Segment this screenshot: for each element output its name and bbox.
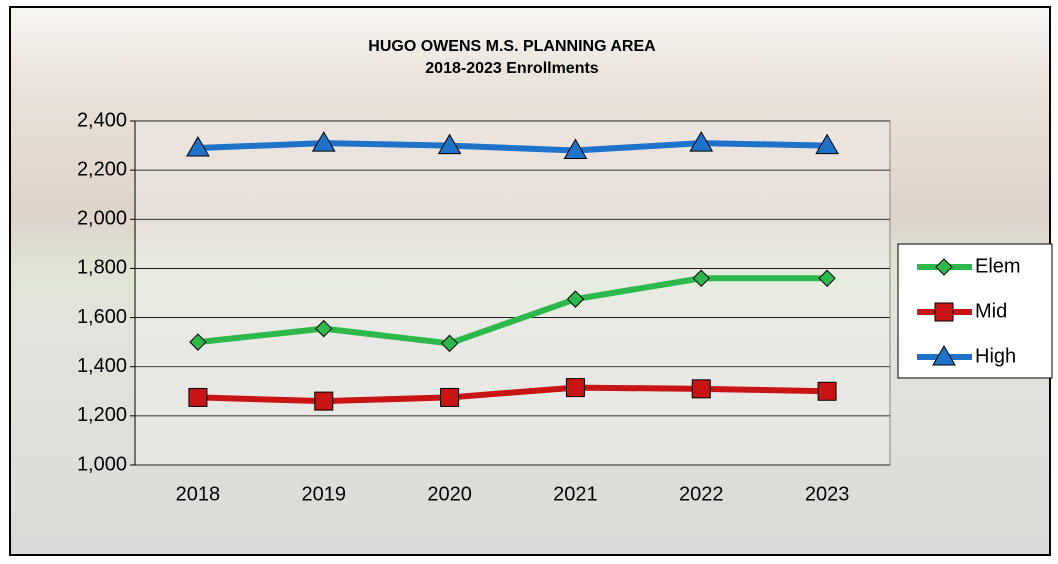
data-point bbox=[186, 136, 210, 157]
x-tick-label: 2023 bbox=[805, 483, 850, 505]
y-tick-label: 2,400 bbox=[77, 109, 127, 131]
data-point bbox=[817, 381, 837, 401]
legend-label: Mid bbox=[975, 300, 1007, 322]
x-tick-label: 2018 bbox=[176, 483, 221, 505]
legend-marker bbox=[934, 302, 954, 322]
data-point bbox=[691, 379, 711, 399]
y-tick-label: 2,200 bbox=[77, 158, 127, 180]
series-line bbox=[197, 384, 828, 405]
chart-subtitle: 2018-2023 Enrollments bbox=[425, 60, 599, 77]
y-tick-label: 1,800 bbox=[77, 257, 127, 279]
legend-marker bbox=[932, 345, 956, 366]
data-point bbox=[189, 333, 207, 351]
legend-marker bbox=[935, 258, 953, 276]
legend-label: High bbox=[975, 345, 1016, 367]
x-tick-label: 2019 bbox=[302, 483, 347, 505]
x-tick-label: 2021 bbox=[553, 483, 598, 505]
data-point bbox=[818, 269, 836, 287]
background bbox=[9, 6, 1051, 556]
data-point bbox=[440, 334, 459, 353]
y-tick-label: 1,400 bbox=[77, 355, 127, 377]
x-tick-label: 2020 bbox=[427, 483, 472, 505]
plot-area bbox=[134, 120, 891, 466]
y-tick-label: 1,200 bbox=[77, 404, 127, 426]
x-tick-label: 2022 bbox=[679, 483, 724, 505]
data-point bbox=[689, 131, 714, 152]
data-point bbox=[815, 133, 839, 155]
data-point bbox=[566, 290, 585, 308]
data-point bbox=[311, 131, 336, 152]
data-point bbox=[692, 269, 710, 287]
data-point bbox=[563, 138, 588, 159]
series-line bbox=[197, 140, 828, 154]
data-point bbox=[315, 319, 333, 338]
chart-title: HUGO OWENS M.S. PLANNING AREA bbox=[368, 38, 656, 55]
data-point bbox=[440, 387, 460, 407]
y-tick-label: 2,000 bbox=[77, 208, 127, 230]
series-line bbox=[197, 275, 828, 347]
y-tick-label: 1,000 bbox=[77, 453, 127, 475]
data-point bbox=[565, 378, 585, 398]
legend-label: Elem bbox=[975, 255, 1021, 277]
y-tick-label: 1,600 bbox=[77, 306, 127, 328]
data-point bbox=[314, 391, 334, 411]
data-point bbox=[188, 387, 208, 407]
data-point bbox=[437, 133, 462, 155]
